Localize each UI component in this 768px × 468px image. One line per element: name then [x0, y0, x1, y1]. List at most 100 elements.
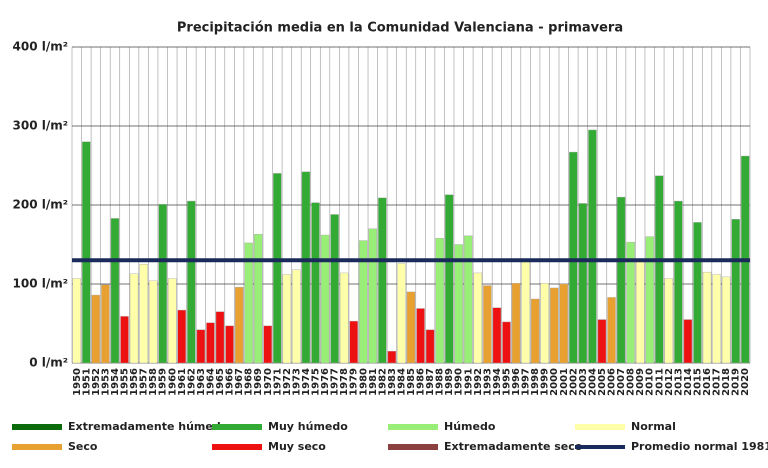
bar	[244, 242, 253, 364]
x-tick-label: 1989	[444, 368, 455, 396]
x-tick-label: 2018	[721, 368, 732, 396]
bar	[483, 285, 492, 364]
x-tick-label: 1960	[167, 368, 178, 396]
bar	[588, 129, 597, 364]
x-tick-label: 1957	[139, 368, 150, 396]
x-tick-label: 1983	[387, 368, 398, 396]
bar	[521, 261, 530, 364]
y-tick-label: 100 l/m²	[13, 277, 68, 291]
bar	[292, 269, 301, 364]
x-tick-label: 2004	[587, 368, 598, 396]
bar	[674, 200, 683, 364]
bar	[120, 316, 129, 364]
bar	[187, 200, 196, 364]
bar	[569, 151, 578, 364]
x-tick-label: 2006	[607, 368, 618, 396]
bar	[731, 219, 740, 364]
legend-swatch	[575, 424, 625, 430]
x-tick-label: 2003	[578, 368, 589, 396]
bar	[473, 272, 483, 364]
bar	[406, 291, 416, 364]
bar	[511, 283, 521, 364]
bar	[330, 214, 339, 364]
bar	[301, 171, 311, 364]
x-tick-label: 1953	[100, 368, 111, 396]
x-tick-label: 1998	[530, 368, 541, 396]
bar	[254, 234, 263, 364]
legend-label: Seco	[68, 440, 98, 453]
x-tick-label: 1979	[349, 368, 360, 396]
x-tick-label: 1981	[368, 368, 379, 396]
x-tick-label: 2013	[673, 368, 684, 396]
y-tick-label: 400 l/m²	[13, 40, 68, 54]
bar	[645, 236, 654, 364]
x-tick-label: 1967	[234, 368, 245, 396]
x-tick-label: 1968	[244, 368, 255, 396]
bar	[635, 261, 645, 364]
x-tick-label: 2015	[692, 368, 703, 396]
x-tick-label: 1965	[215, 368, 226, 396]
bar	[550, 287, 559, 364]
bar	[425, 329, 435, 364]
bar	[444, 194, 454, 364]
x-tick-label: 1996	[511, 368, 522, 396]
x-tick-label: 1955	[120, 368, 131, 396]
x-tick-label: 1958	[148, 368, 159, 396]
bar	[215, 311, 225, 364]
x-tick-label: 1997	[521, 368, 532, 396]
bar	[626, 241, 635, 364]
x-tick-label: 1985	[406, 368, 417, 396]
bar	[721, 276, 731, 364]
x-tick-label: 1986	[416, 368, 427, 396]
bar	[540, 283, 549, 364]
bar	[129, 273, 139, 364]
x-tick-label: 2008	[626, 368, 637, 396]
x-tick-label: 1973	[291, 368, 302, 396]
y-tick-label: 0 l/m²	[29, 356, 68, 370]
x-tick-label: 1952	[91, 368, 102, 396]
bar	[693, 222, 702, 364]
x-tick-label: 1976	[320, 368, 331, 396]
y-tick-label: 300 l/m²	[13, 119, 68, 133]
legend-label: Muy húmedo	[268, 420, 348, 433]
x-tick-label: 2019	[731, 368, 742, 396]
bar	[607, 297, 616, 364]
bar	[177, 309, 187, 364]
bar	[502, 321, 511, 364]
x-tick-label: 1980	[358, 368, 369, 396]
x-tick-label: 1977	[330, 368, 341, 396]
bar	[712, 274, 721, 364]
bar	[168, 278, 177, 364]
legend-swatch	[12, 444, 62, 450]
legend-swatch	[388, 444, 438, 450]
x-tick-label: 1956	[129, 368, 140, 396]
legend-label: Extremadamente seco	[444, 440, 583, 453]
x-tick-label: 1994	[492, 368, 503, 396]
x-tick-label: 1984	[396, 368, 407, 396]
bar	[664, 278, 674, 364]
x-tick-label: 2014	[683, 368, 694, 396]
x-tick-label: 1966	[225, 368, 236, 396]
bar	[616, 196, 626, 364]
legend-label: Húmedo	[444, 420, 496, 433]
bar	[530, 298, 540, 364]
chart-title: Precipitación media en la Comunidad Vale…	[177, 21, 623, 36]
x-tick-label: 1987	[425, 368, 436, 396]
bar	[683, 319, 693, 364]
bar	[82, 141, 91, 364]
x-tick-label: 2016	[702, 368, 713, 396]
bar	[435, 237, 444, 364]
bar	[148, 280, 158, 364]
bar	[263, 325, 272, 364]
x-tick-label: 1959	[158, 368, 169, 396]
bar	[91, 294, 101, 364]
x-tick-label: 1971	[272, 368, 283, 396]
bar	[273, 173, 282, 364]
bar	[655, 175, 664, 364]
bar	[110, 218, 120, 364]
x-tick-label: 2012	[664, 368, 675, 396]
legend-swatch	[388, 424, 438, 430]
bar	[311, 202, 320, 364]
x-tick-label: 2002	[568, 368, 579, 396]
bar	[282, 274, 292, 364]
